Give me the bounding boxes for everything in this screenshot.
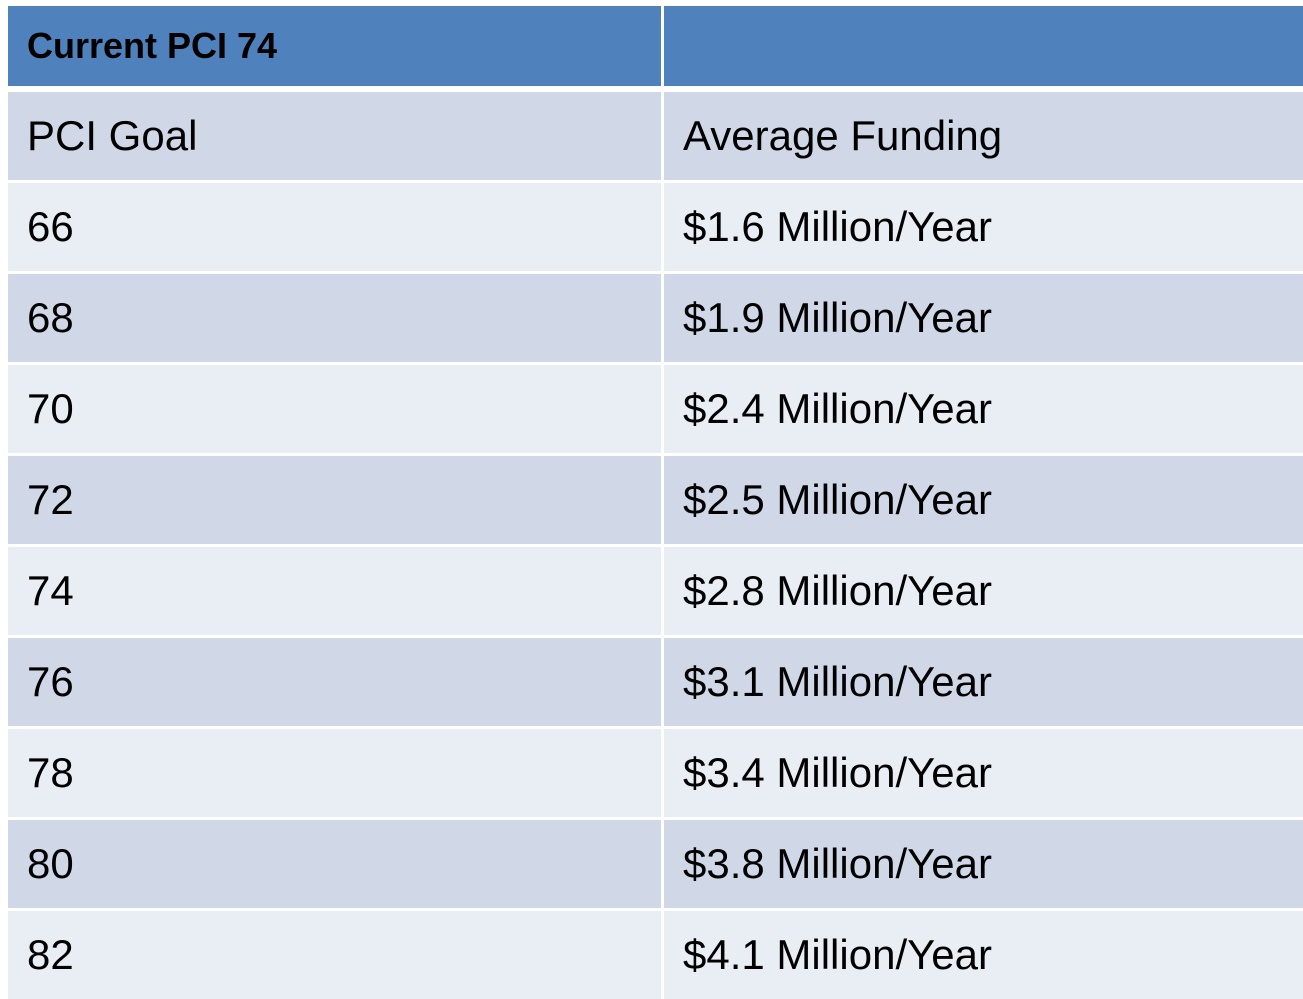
pci-goal-cell: 74 (8, 547, 661, 635)
pci-goal-cell: 80 (8, 820, 661, 908)
funding-cell: $2.4 Million/Year (664, 365, 1303, 453)
funding-cell: $1.9 Million/Year (664, 274, 1303, 362)
funding-cell: $2.5 Million/Year (664, 456, 1303, 544)
header-title: Current PCI 74 (8, 6, 661, 86)
funding-cell: $2.8 Million/Year (664, 547, 1303, 635)
funding-cell: $4.1 Million/Year (664, 911, 1303, 999)
funding-cell: $3.4 Million/Year (664, 729, 1303, 817)
column-header: Average Funding (664, 92, 1303, 180)
pci-goal-cell: 76 (8, 638, 661, 726)
header-cell (664, 6, 1303, 86)
pci-goal-cell: 66 (8, 183, 661, 271)
table: Current PCI 74 PCI Goal Average Funding 66… (8, 6, 1303, 999)
column-header: PCI Goal (8, 92, 661, 180)
funding-cell: $3.8 Million/Year (664, 820, 1303, 908)
pci-goal-cell: 72 (8, 456, 661, 544)
pci-goal-cell: 78 (8, 729, 661, 817)
funding-cell: $1.6 Million/Year (664, 183, 1303, 271)
pci-goal-cell: 70 (8, 365, 661, 453)
funding-cell: $3.1 Million/Year (664, 638, 1303, 726)
pci-goal-cell: 68 (8, 274, 661, 362)
pci-goal-cell: 82 (8, 911, 661, 999)
